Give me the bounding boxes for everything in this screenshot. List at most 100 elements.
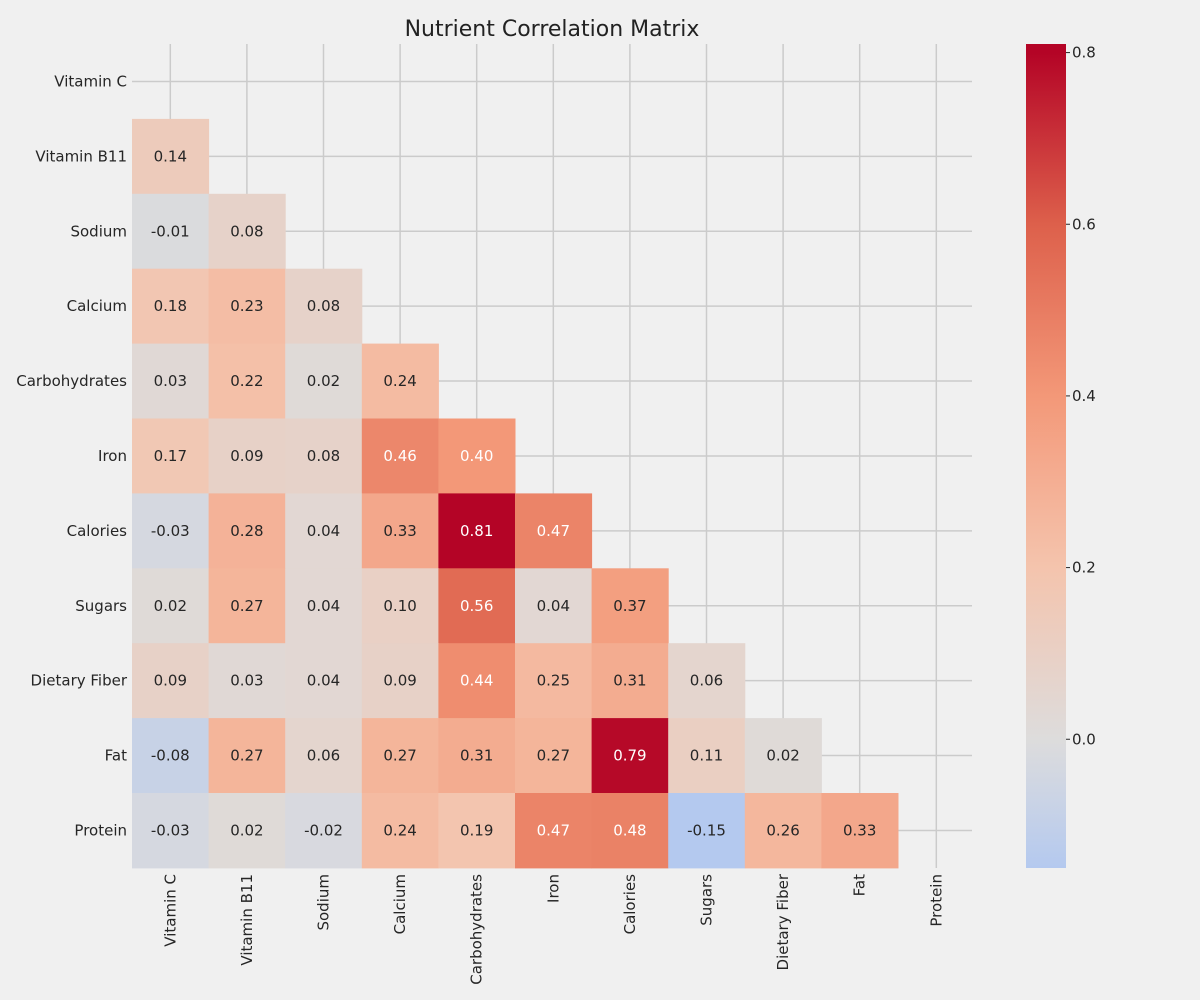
cell-value-label: 0.17: [154, 447, 187, 465]
row-tick-labels: Vitamin C Vitamin B11 Sodium Calcium Carbohy…: [16, 72, 128, 839]
heatmap-cell: [132, 493, 210, 569]
heatmap-cell: [208, 718, 286, 794]
heatmap-cell: [208, 643, 286, 719]
column-tick-label: Vitamin C: [161, 874, 179, 947]
heatmap-cell: [591, 568, 669, 644]
colorbar-gradient: [1026, 44, 1066, 868]
heatmap-cell: [438, 643, 516, 719]
heatmap-cell: [361, 418, 439, 494]
row-tick-label: Sugars: [75, 597, 127, 615]
cell-value-label: 0.11: [690, 747, 723, 765]
heatmap-cell: [208, 268, 286, 345]
heatmap-cell: [285, 643, 363, 719]
row-tick-label: Vitamin C: [54, 72, 127, 90]
heatmap-cell: [285, 568, 363, 644]
cell-value-label: 0.44: [460, 672, 493, 690]
heatmap-cell: [361, 793, 439, 869]
cell-value-label: 0.26: [766, 821, 799, 839]
heatmap-cells: 0.14 -0.01 0.08 0.18 0.23 0.08 0.03 0.22 0.02 0.2…: [132, 118, 899, 869]
column-tick-label: Carbohydrates: [468, 874, 486, 985]
cell-value-label: 0.03: [154, 372, 187, 390]
cell-value-label: -0.03: [151, 522, 190, 540]
column-tick-labels: Vitamin C Vitamin B11 Sodium Calcium Carbohy…: [161, 873, 945, 985]
heatmap-cell: [438, 793, 516, 869]
heatmap-cell: [132, 343, 210, 419]
heatmap-cell: [438, 718, 516, 794]
cell-value-label: -0.03: [151, 821, 190, 839]
cell-value-label: 0.79: [613, 747, 646, 765]
cell-value-label: 0.06: [307, 747, 340, 765]
column-tick-label: Fat: [851, 874, 869, 896]
heatmap-cell: [744, 718, 822, 794]
heatmap-cell: [744, 793, 822, 869]
heatmap-cell: [208, 493, 286, 569]
cell-value-label: 0.09: [230, 447, 263, 465]
heatmap-cell: [821, 793, 899, 869]
heatmap-cell: [591, 793, 669, 869]
heatmap-cell: [132, 268, 210, 345]
cell-value-label: 0.27: [230, 747, 263, 765]
heatmap-cell: [132, 643, 210, 719]
column-tick-label: Vitamin B11: [238, 874, 256, 966]
heatmap-cell: [132, 193, 210, 270]
cell-value-label: 0.81: [460, 522, 493, 540]
cell-value-label: 0.02: [766, 747, 799, 765]
heatmap-cell: [208, 343, 286, 419]
row-tick-label: Carbohydrates: [16, 372, 127, 390]
cell-value-label: 0.02: [230, 821, 263, 839]
heatmap-cell: [132, 418, 210, 494]
cell-value-label: 0.04: [307, 597, 340, 615]
row-tick-label: Calcium: [67, 297, 127, 315]
cell-value-label: 0.10: [383, 597, 416, 615]
cell-value-label: 0.19: [460, 821, 493, 839]
heatmap-cell: [132, 118, 210, 195]
heatmap-cell: [285, 718, 363, 794]
heatmap-cell: [515, 568, 593, 644]
column-tick-label: Calcium: [391, 874, 409, 934]
column-tick-label: Protein: [927, 874, 945, 927]
cell-value-label: 0.47: [537, 821, 570, 839]
cell-value-label: 0.33: [383, 522, 416, 540]
heatmap-cell: [515, 718, 593, 794]
colorbar-tick-label: 0.8: [1072, 44, 1096, 62]
heatmap-cell: [668, 718, 746, 794]
cell-value-label: 0.08: [307, 297, 340, 315]
cell-value-label: 0.56: [460, 597, 493, 615]
heatmap-cell: [208, 193, 286, 270]
cell-value-label: 0.28: [230, 522, 263, 540]
row-tick-label: Dietary Fiber: [31, 672, 128, 690]
heatmap-cell: [132, 718, 210, 794]
cell-value-label: 0.08: [230, 222, 263, 240]
cell-value-label: 0.24: [383, 372, 416, 390]
heatmap-cell: [668, 643, 746, 719]
heatmap-cell: [668, 793, 746, 869]
colorbar-tick-label: 0.2: [1072, 559, 1096, 577]
cell-value-label: 0.02: [307, 372, 340, 390]
heatmap-cell: [361, 718, 439, 794]
heatmap-cell: [132, 793, 210, 869]
heatmap-cell: [591, 643, 669, 719]
column-tick-label: Sugars: [698, 874, 716, 926]
cell-value-label: 0.22: [230, 372, 263, 390]
cell-value-label: 0.04: [537, 597, 570, 615]
cell-value-label: 0.40: [460, 447, 493, 465]
cell-value-label: 0.23: [230, 297, 263, 315]
column-tick-label: Iron: [544, 874, 562, 903]
row-tick-label: Fat: [105, 747, 127, 765]
heatmap-cell: [361, 493, 439, 569]
column-tick-label: Dietary Fiber: [774, 873, 792, 970]
cell-value-label: 0.09: [154, 672, 187, 690]
cell-value-label: 0.18: [154, 297, 187, 315]
cell-value-label: -0.15: [687, 821, 726, 839]
cell-value-label: 0.06: [690, 672, 723, 690]
heatmap-cell: [438, 418, 516, 494]
cell-value-label: 0.31: [613, 672, 646, 690]
colorbar-tick-label: 0.0: [1072, 730, 1096, 748]
heatmap-cell: [515, 493, 593, 569]
cell-value-label: 0.03: [230, 672, 263, 690]
cell-value-label: 0.31: [460, 747, 493, 765]
cell-value-label: 0.24: [383, 821, 416, 839]
cell-value-label: -0.02: [304, 821, 343, 839]
heatmap-cell: [285, 793, 363, 869]
